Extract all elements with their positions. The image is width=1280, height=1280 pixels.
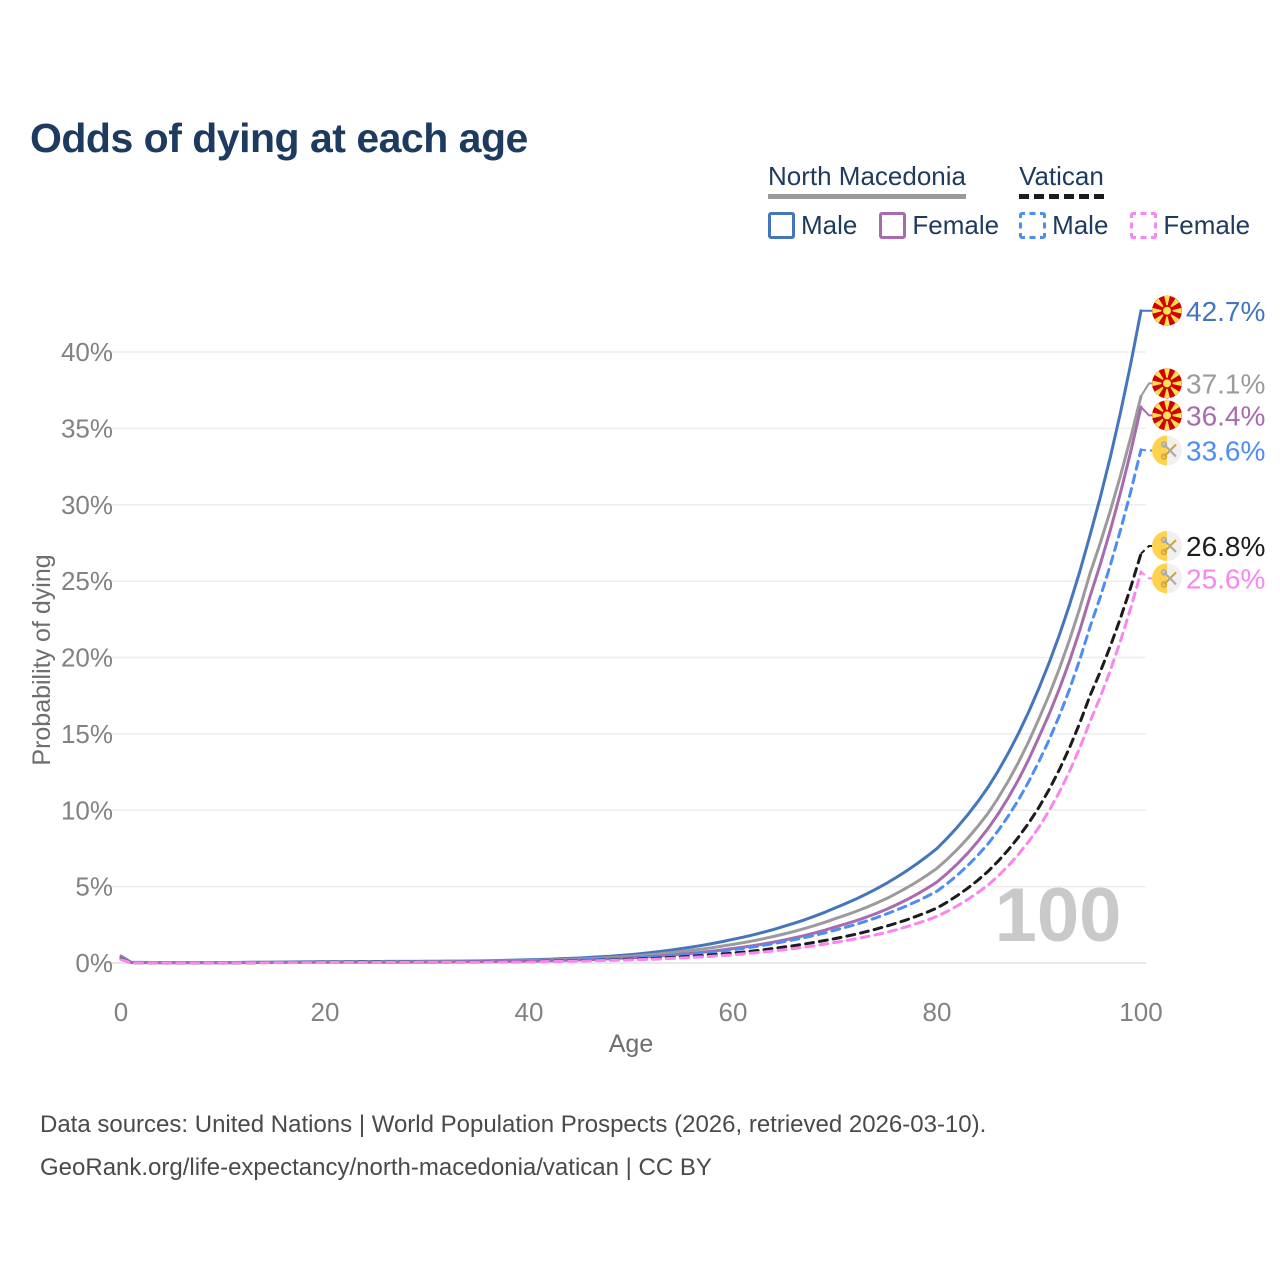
- end-label-connector: [1140, 448, 1153, 452]
- series-line-north-macedonia-both-sexes: [119, 394, 1143, 965]
- y-tick-label-25: 25%: [61, 566, 113, 596]
- series-line-vatican-both-sexes: [119, 552, 1143, 965]
- footer-data-sources: Data sources: United Nations | World Pop…: [40, 1111, 987, 1138]
- page-title: Odds of dying at each age: [30, 115, 528, 162]
- y-axis-title: Probability of dying: [28, 554, 56, 765]
- x-tick-label-80: 80: [923, 997, 952, 1027]
- legend-group-title-vatican: Vatican: [1019, 162, 1104, 199]
- legend-item-vatican-female[interactable]: Female: [1130, 210, 1250, 241]
- series-line-north-macedonia-male: [119, 309, 1143, 964]
- checkbox-icon-vatican-female[interactable]: [1130, 211, 1158, 239]
- series-line-north-macedonia-female: [119, 405, 1143, 965]
- end-value-label-north-macedonia-both-sexes: 37.1%: [1186, 368, 1265, 399]
- series-line-vatican-female: [119, 570, 1143, 965]
- end-label-connector: [1140, 382, 1153, 397]
- flag-icon-vatican: [1152, 530, 1182, 561]
- end-value-label-north-macedonia-male: 42.7%: [1186, 296, 1265, 327]
- flag-icon-north-macedonia: [1152, 295, 1182, 326]
- flag-icon-vatican: [1152, 435, 1182, 466]
- x-tick-label-60: 60: [719, 997, 748, 1027]
- x-tick-label-40: 40: [515, 997, 544, 1027]
- y-tick-label-5: 5%: [75, 872, 113, 902]
- y-tick-label-40: 40%: [61, 337, 113, 367]
- watermark-age-100: 100: [995, 873, 1122, 958]
- checkbox-icon-north-macedonia-female[interactable]: [879, 211, 907, 239]
- end-value-label-vatican-male: 33.6%: [1186, 436, 1265, 467]
- footer: Data sources: United Nations | World Pop…: [40, 1103, 986, 1189]
- legend-item-label: Female: [912, 209, 1000, 240]
- legend-item-label: Female: [1163, 209, 1251, 240]
- end-value-label-vatican-both-sexes: 26.8%: [1186, 531, 1265, 562]
- end-value-label-vatican-female: 25.6%: [1186, 563, 1265, 594]
- legend-item-vatican-male[interactable]: Male: [1019, 210, 1108, 241]
- flag-icon-north-macedonia: [1152, 400, 1182, 431]
- legend: North Macedonia Male Female Vatican Male: [768, 162, 1250, 241]
- end-label-connector: [1140, 571, 1153, 580]
- y-tick-label-10: 10%: [61, 795, 113, 825]
- end-value-label-north-macedonia-female: 36.4%: [1186, 400, 1265, 431]
- end-label-connector: [1140, 406, 1153, 417]
- y-tick-label-35: 35%: [61, 413, 113, 443]
- y-tick-label-0: 0%: [75, 948, 113, 978]
- x-tick-label-0: 0: [114, 997, 128, 1027]
- flag-icon-north-macedonia: [1152, 368, 1182, 399]
- y-tick-label-15: 15%: [61, 719, 113, 749]
- x-tick-label-20: 20: [311, 997, 340, 1027]
- y-tick-label-30: 30%: [61, 490, 113, 520]
- footer-attribution-url: GeoRank.org/life-expectancy/north-macedo…: [40, 1154, 712, 1181]
- x-axis-title: Age: [609, 1030, 653, 1058]
- legend-item-label: Male: [1052, 209, 1109, 240]
- y-tick-label-20: 20%: [61, 643, 113, 673]
- legend-group-title-north-macedonia: North Macedonia: [768, 162, 966, 199]
- legend-item-label: Male: [801, 209, 858, 240]
- legend-item-north-macedonia-female[interactable]: Female: [879, 210, 999, 241]
- x-tick-label-100: 100: [1119, 997, 1162, 1027]
- legend-group-north-macedonia: North Macedonia Male Female: [768, 162, 999, 241]
- legend-item-north-macedonia-male[interactable]: Male: [768, 210, 857, 241]
- end-label-connector: [1140, 544, 1153, 555]
- checkbox-icon-vatican-male[interactable]: [1019, 211, 1047, 239]
- series-line-vatican-male: [119, 448, 1143, 965]
- flag-icon-vatican: [1152, 563, 1182, 594]
- legend-group-vatican: Vatican Male Female: [1019, 162, 1250, 241]
- checkbox-icon-north-macedonia-male[interactable]: [768, 211, 795, 239]
